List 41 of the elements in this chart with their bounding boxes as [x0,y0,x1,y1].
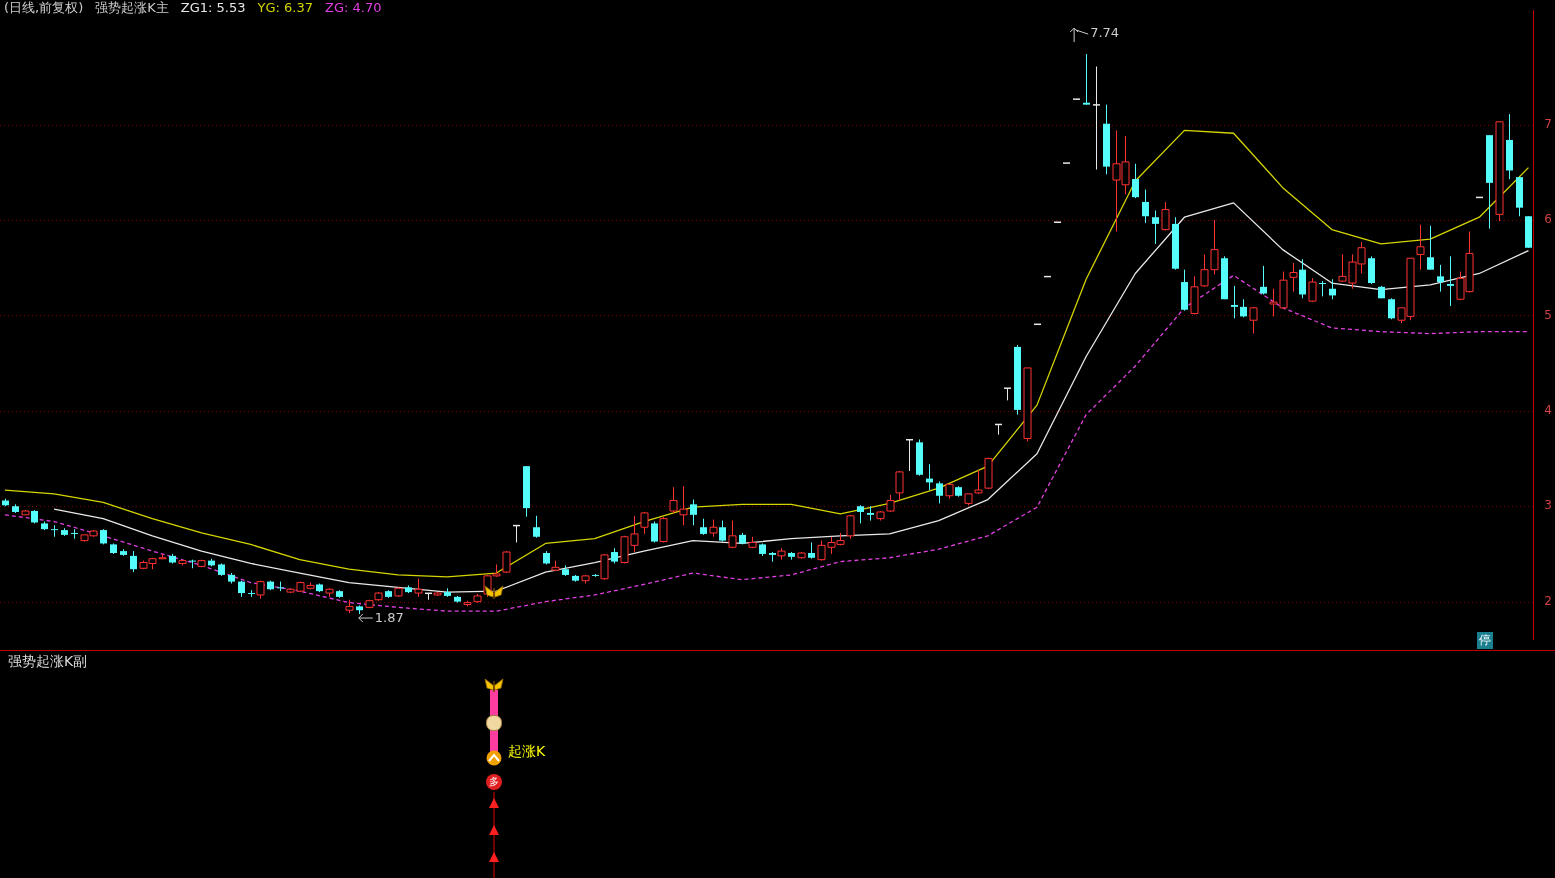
candlestick [1437,264,1444,293]
annotation: ZG: 4.70 [325,0,382,15]
y-tick-label: 6 [1544,212,1553,227]
candlestick [1083,53,1090,106]
y-tick-label: 7 [1544,116,1553,131]
candlestick [1447,255,1454,307]
text: 多 [486,774,502,790]
candlestick [1132,163,1139,199]
candlestick [1240,298,1247,318]
y-tick-label: 4 [1544,402,1553,417]
text: 起涨K [508,743,546,761]
candlestick [1427,225,1434,271]
annotation: YG: 6.37 [257,0,314,15]
candlestick [857,504,864,524]
candlestick [130,550,137,573]
candlestick [71,528,78,540]
candlestick [533,515,540,539]
chart-title: 强势起涨K主 [95,0,169,15]
candlestick [51,524,58,538]
annotation: 7.74 [1090,25,1120,41]
y-tick-label: 3 [1544,498,1553,513]
candlestick [1152,210,1159,245]
y-tick-label: 5 [1544,307,1553,322]
text: 强势起涨K副 [8,653,88,671]
annotation: 1.87 [374,610,404,626]
candlestick [690,499,697,526]
candlestick [936,480,943,504]
candlestick [1093,65,1100,171]
annotation: 停 [1477,632,1493,649]
candlestick [1231,285,1238,319]
candlestick [1142,189,1149,224]
y-tick-label: 2 [1544,593,1553,608]
candlestick [1388,297,1395,320]
candlestick [1319,280,1326,297]
candlestick [719,520,726,543]
candlestick [867,505,874,522]
line-series [4,274,1530,612]
annotation: ZG1: 5.53 [180,0,246,15]
candlestick [1004,387,1011,401]
candlestick [1260,265,1267,295]
chart-subtitle: (日线,前复权) [4,0,84,15]
